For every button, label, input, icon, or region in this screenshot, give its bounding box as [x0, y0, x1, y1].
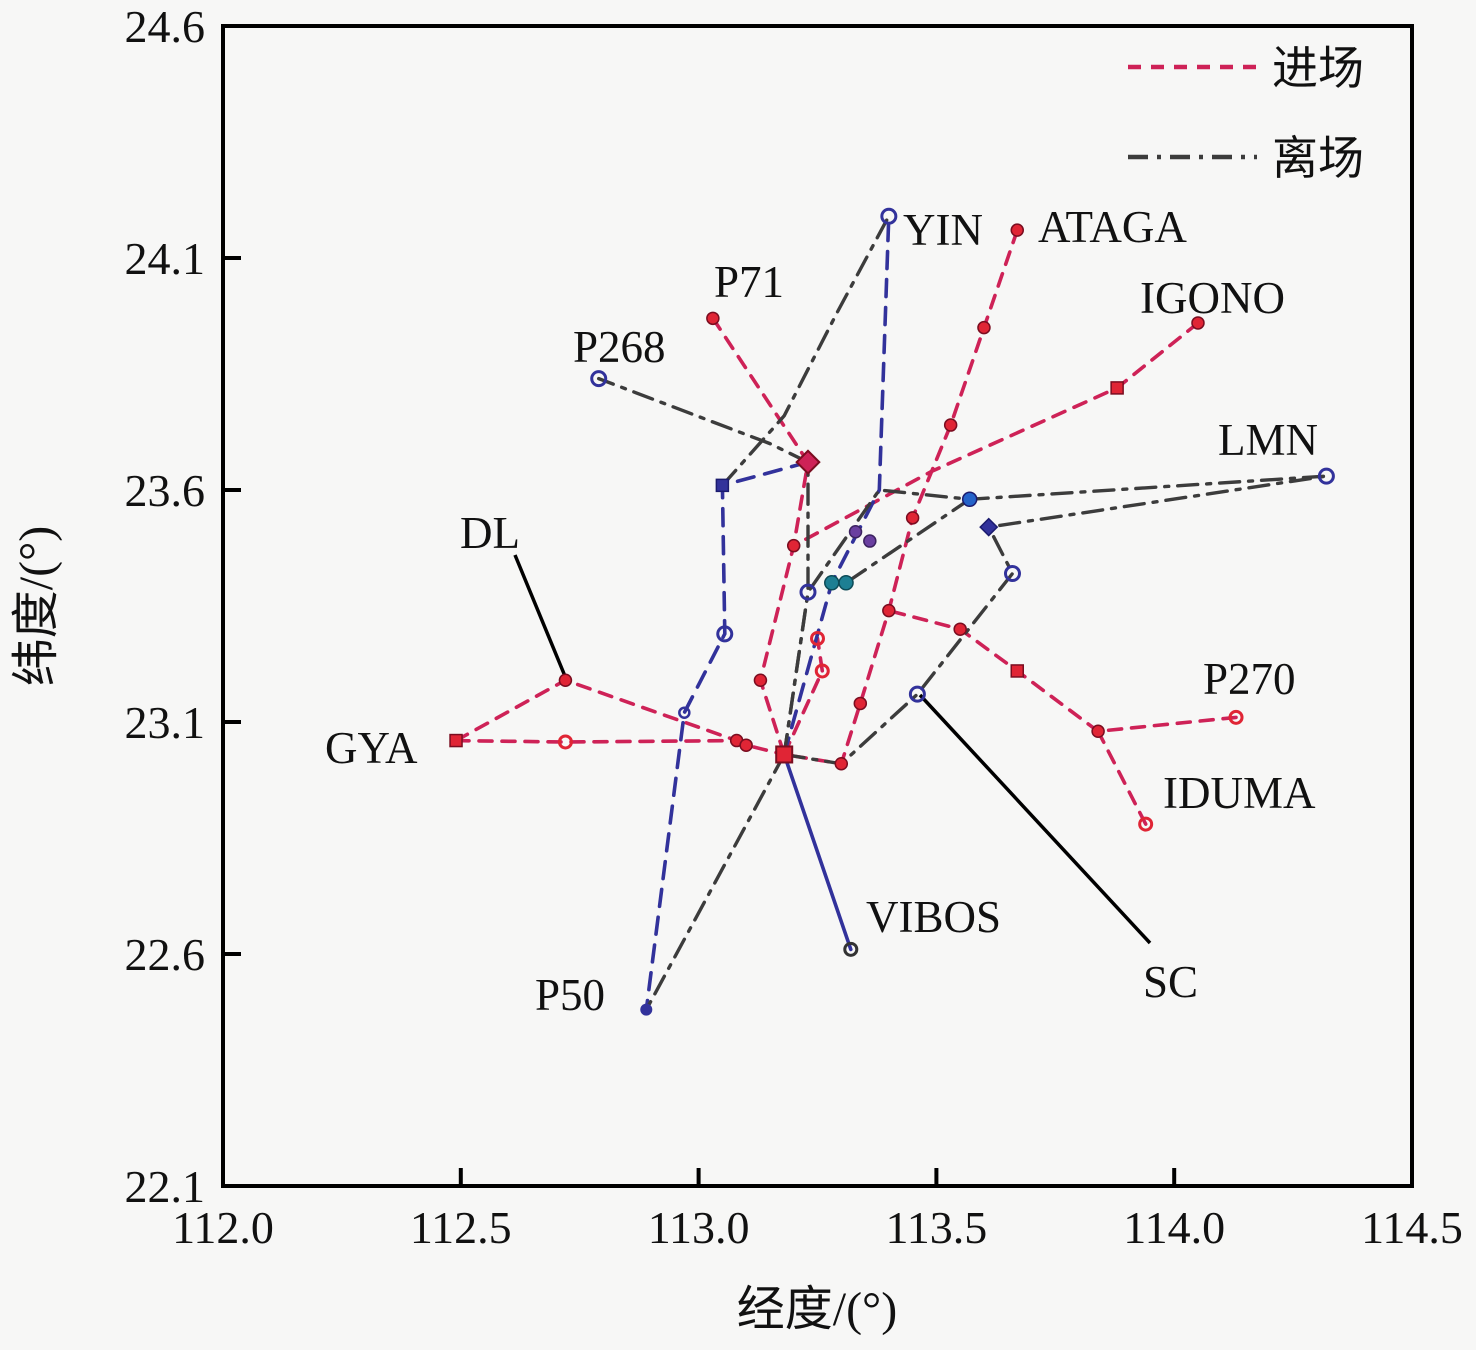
waypoint-marker-ATAGA [1010, 223, 1025, 237]
route-GYA-DL-arrival [454, 678, 739, 743]
route-point [1003, 565, 1021, 583]
route-point [678, 706, 691, 719]
waypoint-label-SC: SC [1143, 957, 1198, 1007]
waypoint-label-P270: P270 [1203, 654, 1296, 704]
plot-frame [221, 24, 1414, 1188]
route-point [863, 534, 877, 548]
x-tick-label: 114.0 [1123, 1202, 1225, 1253]
waypoint-label-LMN: LMN [1218, 415, 1318, 465]
waypoint-marker-P71 [706, 311, 720, 326]
route-point [977, 320, 991, 335]
route-point [882, 603, 896, 618]
legend-label-arrival: 进场 [1272, 43, 1364, 94]
route-point [853, 696, 868, 711]
route-point [810, 630, 825, 646]
waypoint-marker-IDUMA [1138, 816, 1154, 832]
route-P270-east-arrival [886, 608, 1238, 734]
waypoint-marker-P50 [640, 1003, 653, 1016]
route-point [795, 449, 821, 475]
waypoint-marker-P270 [1228, 709, 1244, 725]
route-P71-arrival [711, 316, 810, 757]
route-point [848, 525, 863, 539]
route-point [1110, 381, 1124, 395]
y-tick-label: 22.1 [125, 1161, 206, 1212]
y-tick-label: 24.1 [125, 233, 206, 284]
route-point [814, 663, 830, 679]
route-YIN-departure-a [782, 214, 891, 757]
x-axis-title: 经度/(°) [737, 1283, 898, 1336]
route-point [775, 745, 794, 764]
leader-line-SC [918, 693, 1152, 945]
x-tick-label: 112.0 [172, 1202, 274, 1253]
waypoint-marker-LMN [1317, 467, 1335, 485]
waypoint-label-VIBOS: VIBOS [866, 892, 1001, 942]
waypoint-marker-YIN [880, 207, 898, 225]
y-tick-label: 23.1 [125, 697, 206, 748]
legend-label-departure: 离场 [1272, 133, 1364, 184]
route-LMN-departure-south [782, 474, 1329, 766]
route-VIBOS-departure [782, 752, 853, 952]
route-point [979, 517, 999, 537]
waypoint-marker-VIBOS [843, 941, 859, 957]
y-axis-title: 纬度/(°) [10, 526, 63, 687]
route-holding-spur-arrival [782, 636, 825, 757]
waypoint-marker-IGONO [1191, 316, 1205, 330]
route-point [557, 734, 573, 750]
waypoint-marker-DL [558, 673, 573, 687]
route-point [905, 511, 920, 525]
waypoint-marker-P268 [590, 370, 608, 388]
route-point [953, 622, 967, 636]
route-point [834, 757, 849, 771]
route-ATAGA-arrival [782, 228, 1020, 766]
route-point [799, 583, 817, 601]
route-P50-departure-direct [644, 752, 786, 1012]
route-point [716, 625, 734, 643]
route-point [786, 538, 801, 553]
waypoint-label-IDUMA: IDUMA [1163, 768, 1316, 818]
waypoint-label-GYA: GYA [325, 723, 418, 773]
route-point [838, 575, 854, 591]
route-IDUMA-arrival [1096, 729, 1148, 826]
route-YIN-departure-b [720, 214, 891, 488]
waypoint-label-P50: P50 [535, 970, 605, 1020]
route-IGONO-arrival [791, 321, 1200, 548]
y-tick-label: 23.6 [125, 465, 206, 516]
route-point [1091, 724, 1105, 739]
waypoint-label-ATAGA: ATAGA [1038, 202, 1187, 252]
waypoint-label-P268: P268 [573, 322, 666, 372]
route-point [961, 491, 978, 508]
y-tick-label: 24.6 [125, 1, 206, 52]
route-point [715, 478, 730, 493]
waypoint-label-YIN: YIN [903, 205, 983, 255]
route-P50-departure-west [644, 460, 810, 1012]
route-point [753, 673, 768, 687]
y-tick-label: 22.6 [125, 929, 206, 980]
route-point [1010, 664, 1025, 678]
waypoint-marker-SC [908, 685, 926, 703]
route-point [943, 418, 958, 432]
leader-line-DL [513, 554, 569, 682]
route-point [824, 575, 840, 591]
waypoint-marker-GYA [449, 733, 463, 748]
route-P268-departure [597, 376, 810, 757]
waypoint-label-DL: DL [460, 508, 520, 558]
x-tick-label: 113.5 [886, 1202, 988, 1253]
waypoint-label-IGONO: IGONO [1140, 273, 1285, 323]
route-point [739, 738, 753, 752]
x-tick-label: 113.0 [648, 1202, 750, 1253]
waypoint-label-P71: P71 [714, 257, 784, 307]
x-tick-label: 112.5 [410, 1202, 512, 1253]
x-tick-label: 114.5 [1361, 1202, 1463, 1253]
